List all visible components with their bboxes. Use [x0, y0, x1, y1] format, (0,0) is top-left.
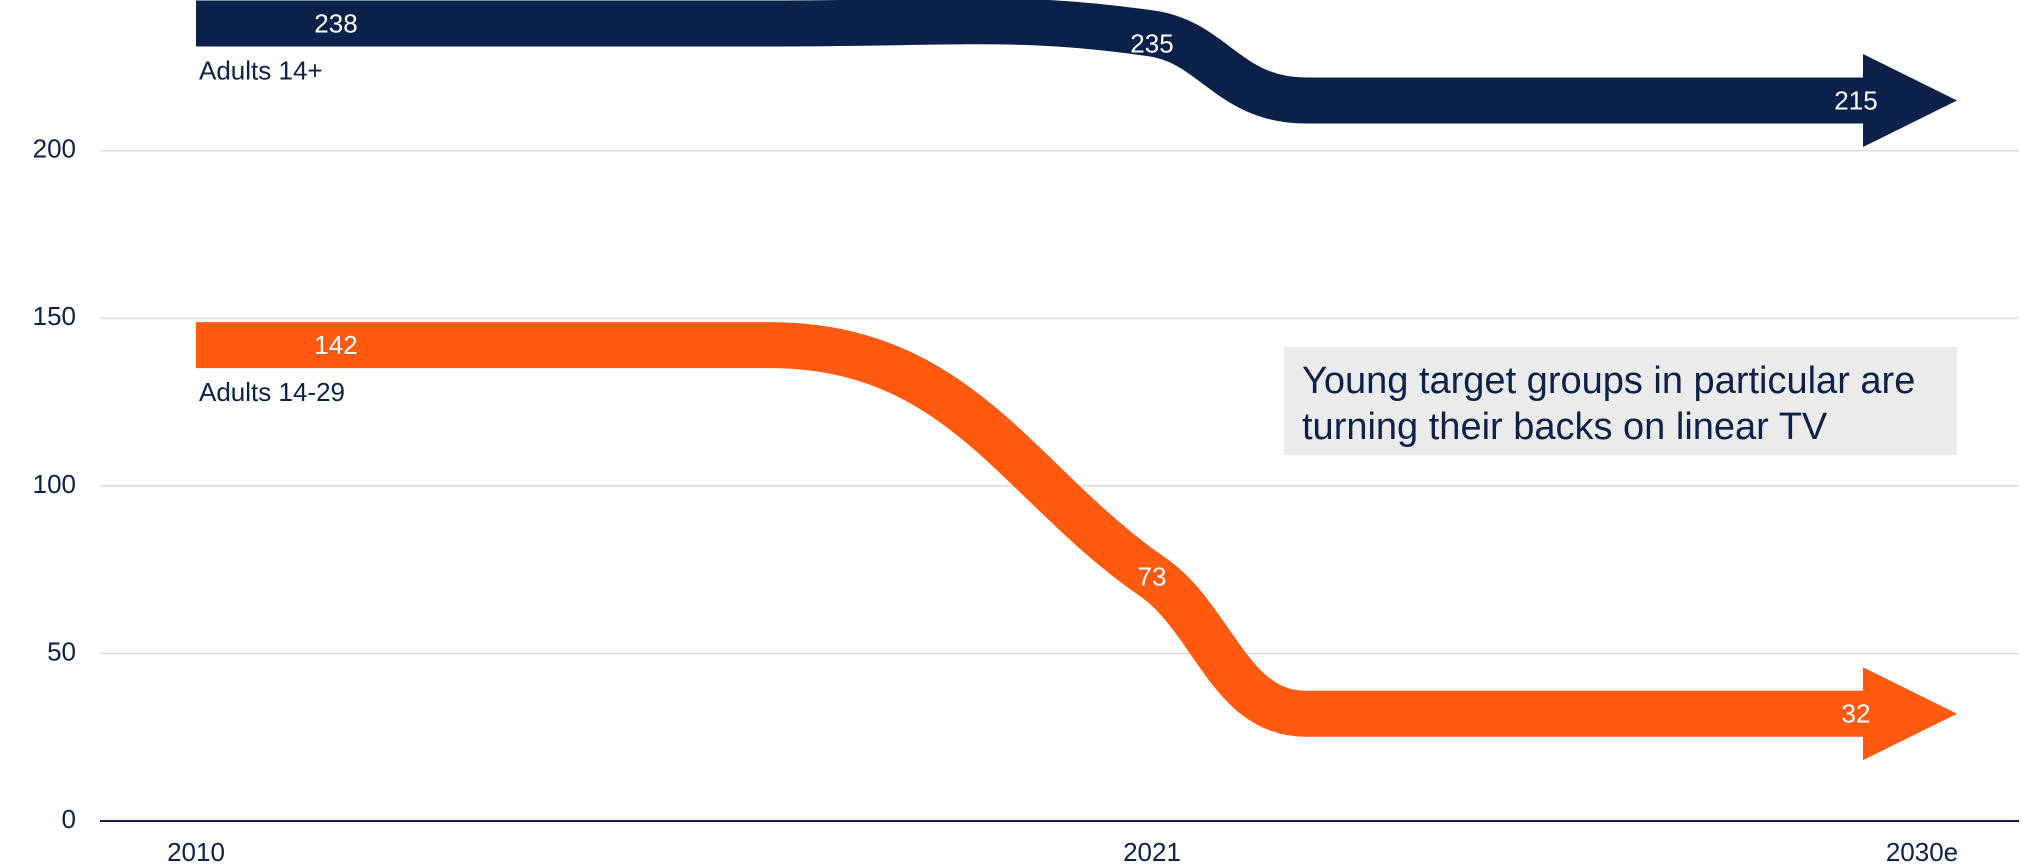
arrow-head — [1863, 54, 1957, 148]
series-arrow — [196, 322, 1864, 737]
value-label: 235 — [1130, 28, 1173, 58]
annotation: Young target groups in particular are tu… — [1284, 347, 1957, 455]
series-label: Adults 14-29 — [199, 377, 345, 407]
x-tick-label: 2010 — [167, 837, 225, 867]
value-label: 73 — [1138, 561, 1167, 591]
y-tick-label: 0 — [62, 804, 76, 834]
series-label: Adults 14+ — [199, 55, 323, 85]
value-label: 238 — [314, 8, 357, 38]
y-tick-label: 100 — [33, 469, 76, 499]
x-tick-label: 2021 — [1123, 837, 1181, 867]
value-label: 32 — [1842, 699, 1871, 729]
value-label: 142 — [314, 330, 357, 360]
x-tick-label: 2030e — [1886, 837, 1958, 867]
arrow-head — [1863, 667, 1957, 761]
y-tick-label: 200 — [33, 134, 76, 164]
series-arrow — [196, 0, 1864, 124]
value-label: 215 — [1834, 85, 1877, 115]
y-tick-label: 150 — [33, 301, 76, 331]
y-tick-label: 50 — [47, 636, 76, 666]
